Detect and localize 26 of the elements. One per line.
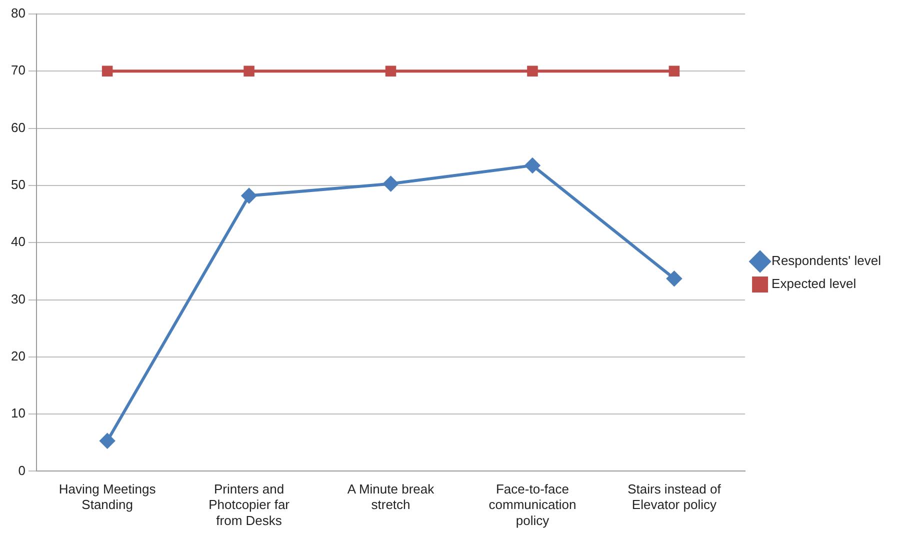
x-tick-label: Printers and Photcopier far from Desks xyxy=(208,482,290,528)
x-tick-label: Face-to-face communication policy xyxy=(488,482,576,528)
legend-label: Expected level xyxy=(772,276,856,292)
point xyxy=(666,271,682,286)
point xyxy=(244,66,254,77)
x-tick-label: Stairs instead of Elevator policy xyxy=(628,482,722,512)
point xyxy=(385,66,396,77)
y-tick-label: 40 xyxy=(10,234,26,250)
point xyxy=(100,433,115,448)
y-tick-label: 70 xyxy=(10,62,26,78)
point xyxy=(102,66,113,77)
point xyxy=(242,188,257,204)
y-tick-label: 80 xyxy=(10,6,26,21)
y-tick-label: 10 xyxy=(10,406,26,421)
point xyxy=(524,158,540,173)
point xyxy=(668,66,680,77)
y-tick-label: 50 xyxy=(10,177,26,192)
point xyxy=(383,176,398,192)
legend-label: Respondents' level xyxy=(772,253,882,268)
y-tick-label: 0 xyxy=(18,462,26,478)
x-tick-label: A Minute break stretch xyxy=(347,482,435,512)
y-tick-label: 60 xyxy=(10,120,26,135)
y-tick-label: 30 xyxy=(10,291,26,306)
point xyxy=(527,66,538,77)
x-tick-label: Having Meetings Standing xyxy=(58,482,156,512)
y-tick-label: 20 xyxy=(10,348,26,364)
